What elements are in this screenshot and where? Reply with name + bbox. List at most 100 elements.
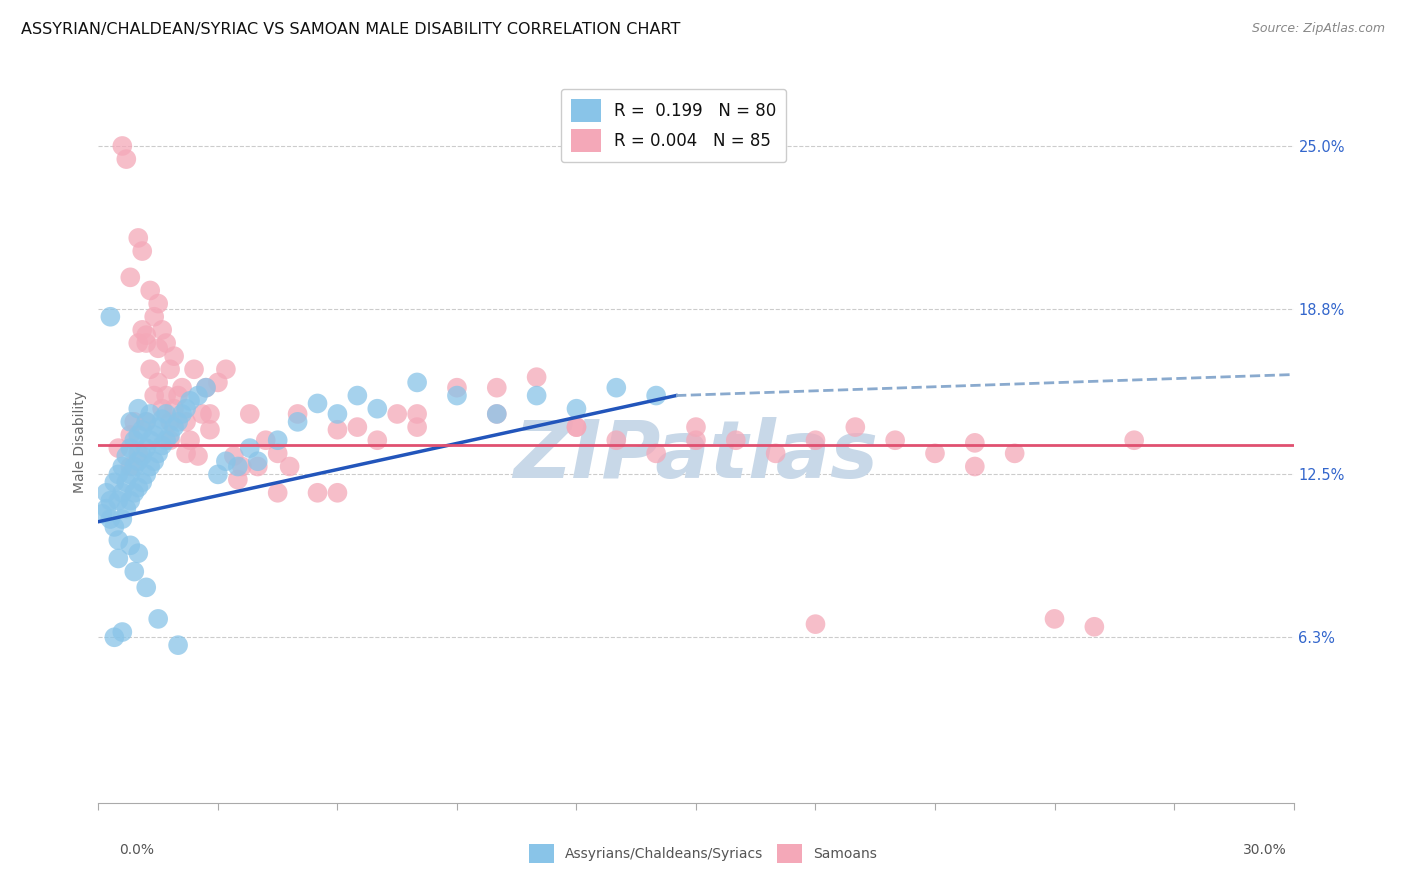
Point: [366, 401, 388, 416]
Point: [103, 520, 125, 534]
Point: [107, 533, 129, 547]
Point: [406, 407, 429, 421]
Point: [131, 449, 153, 463]
Point: [645, 446, 668, 460]
Point: [226, 473, 249, 487]
Point: [135, 415, 157, 429]
Point: [143, 454, 166, 468]
Point: [724, 434, 747, 448]
Point: [804, 434, 827, 448]
Point: [111, 459, 134, 474]
Point: [307, 485, 329, 500]
Point: [143, 310, 166, 324]
Point: [150, 412, 173, 426]
Point: [346, 420, 368, 434]
Point: [111, 139, 134, 153]
Point: [159, 362, 181, 376]
Point: [150, 401, 173, 416]
Point: [446, 381, 468, 395]
Point: [120, 270, 142, 285]
Text: 30.0%: 30.0%: [1243, 843, 1286, 857]
Point: [167, 415, 190, 429]
Point: [174, 401, 197, 416]
Point: [685, 434, 707, 448]
Point: [127, 454, 149, 468]
Point: [148, 296, 170, 310]
Point: [111, 512, 134, 526]
Point: [103, 475, 125, 490]
Point: [127, 401, 149, 416]
Point: [222, 449, 245, 463]
Point: [804, 617, 827, 632]
Point: [163, 420, 186, 434]
Point: [135, 467, 157, 482]
Point: [120, 459, 142, 474]
Legend: R =  0.199   N = 80, R = 0.004   N = 85: R = 0.199 N = 80, R = 0.004 N = 85: [561, 88, 786, 162]
Point: [107, 493, 129, 508]
Point: [924, 446, 946, 460]
Point: [111, 625, 134, 640]
Point: [406, 420, 429, 434]
Point: [120, 467, 142, 482]
Point: [267, 446, 290, 460]
Point: [565, 420, 588, 434]
Point: [326, 485, 349, 500]
Point: [239, 441, 262, 455]
Point: [254, 434, 277, 448]
Point: [163, 401, 186, 416]
Point: [198, 407, 221, 421]
Point: [159, 428, 181, 442]
Point: [485, 381, 508, 395]
Point: [159, 434, 181, 448]
Point: [131, 244, 153, 258]
Point: [148, 420, 170, 434]
Y-axis label: Male Disability: Male Disability: [73, 391, 87, 492]
Point: [765, 446, 787, 460]
Point: [124, 485, 146, 500]
Point: [231, 459, 253, 474]
Point: [127, 481, 149, 495]
Point: [115, 152, 138, 166]
Point: [346, 388, 368, 402]
Point: [1004, 446, 1026, 460]
Point: [135, 336, 157, 351]
Point: [135, 328, 157, 343]
Point: [207, 467, 229, 482]
Point: [645, 388, 668, 402]
Point: [526, 370, 548, 384]
Point: [267, 434, 290, 448]
Point: [226, 459, 249, 474]
Point: [307, 396, 329, 410]
Point: [215, 454, 238, 468]
Point: [103, 630, 125, 644]
Point: [120, 441, 142, 455]
Point: [98, 493, 122, 508]
Point: [172, 407, 194, 421]
Point: [148, 446, 170, 460]
Point: [963, 459, 986, 474]
Point: [526, 388, 548, 402]
Point: [107, 441, 129, 455]
Point: [187, 388, 209, 402]
Point: [131, 423, 153, 437]
Point: [127, 546, 149, 560]
Point: [155, 434, 177, 448]
Point: [150, 323, 173, 337]
Text: 0.0%: 0.0%: [120, 843, 155, 857]
Point: [326, 407, 349, 421]
Point: [96, 501, 118, 516]
Point: [120, 493, 142, 508]
Point: [446, 388, 468, 402]
Point: [96, 485, 118, 500]
Point: [124, 565, 146, 579]
Point: [179, 393, 201, 408]
Point: [115, 449, 138, 463]
Point: [207, 376, 229, 390]
Point: [884, 434, 907, 448]
Point: [287, 407, 309, 421]
Point: [191, 407, 214, 421]
Point: [127, 446, 149, 460]
Point: [605, 434, 627, 448]
Point: [139, 284, 162, 298]
Text: Source: ZipAtlas.com: Source: ZipAtlas.com: [1251, 22, 1385, 36]
